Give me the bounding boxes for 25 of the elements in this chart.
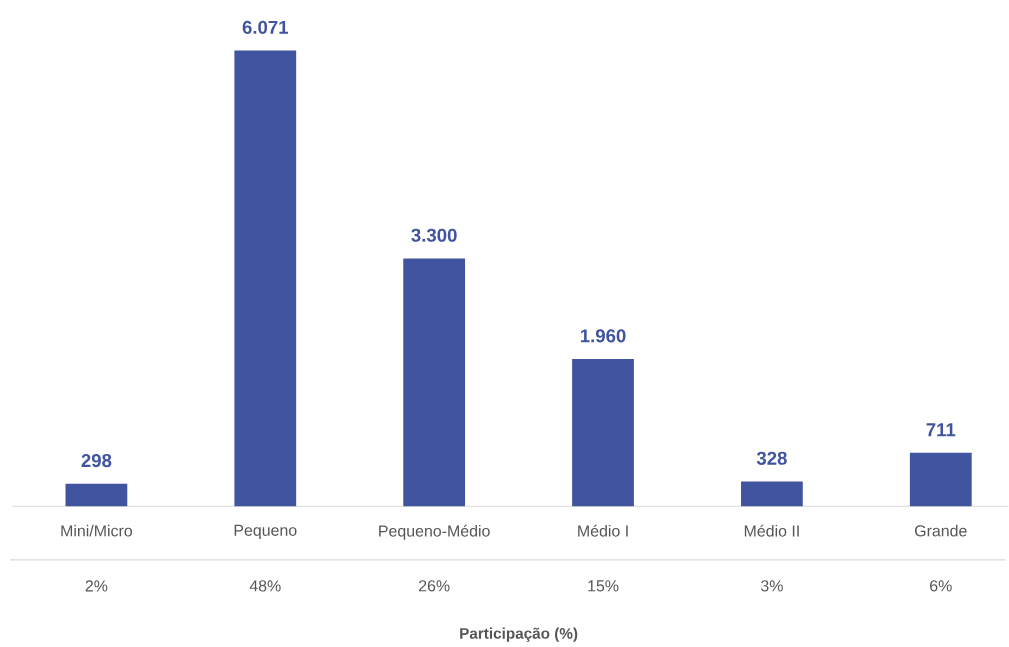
- x-tick-label: Pequeno-Médio: [379, 524, 490, 541]
- text: 48%: [249, 580, 281, 592]
- text: 2%: [85, 580, 108, 592]
- bar: [572, 359, 634, 507]
- bar: [909, 452, 972, 507]
- data-label: 3.300: [411, 228, 457, 243]
- text: 3%: [760, 580, 783, 592]
- data-label: 328: [756, 451, 787, 466]
- text: Participação (%): [460, 627, 578, 642]
- x-tick-label: Médio I: [578, 524, 628, 537]
- text: 26%: [418, 580, 450, 592]
- data-label: 6.071: [242, 20, 289, 35]
- bar: [741, 481, 803, 507]
- text: 15%: [588, 580, 619, 592]
- data-label: 711: [926, 423, 956, 437]
- bar: [65, 483, 128, 507]
- data-label: 1.960: [580, 329, 626, 343]
- x-tick-label: Médio II: [744, 524, 799, 537]
- x-tick-label: Pequeno: [234, 524, 297, 540]
- bar: [403, 258, 466, 507]
- data-label: 298: [81, 454, 112, 468]
- x-tick-label: Mini/Micro: [61, 524, 133, 537]
- x-tick-label: Grande: [914, 524, 967, 537]
- bar: [234, 50, 297, 507]
- text: 6%: [930, 580, 952, 592]
